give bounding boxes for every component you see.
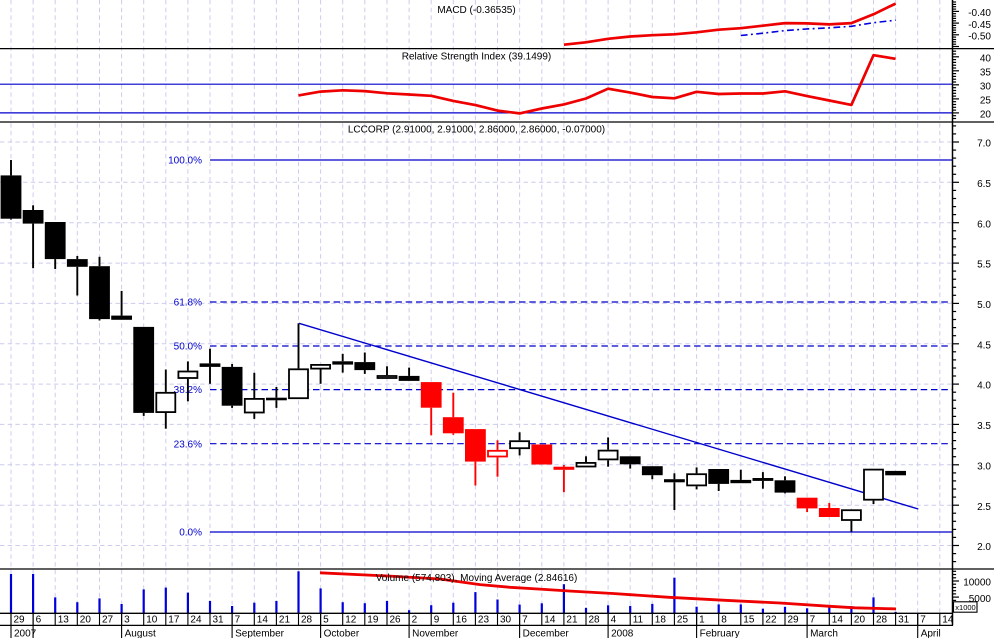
svg-text:24: 24 bbox=[190, 615, 202, 626]
svg-text:x1000: x1000 bbox=[955, 603, 975, 612]
svg-text:14: 14 bbox=[544, 615, 556, 626]
svg-text:6: 6 bbox=[36, 615, 42, 626]
svg-text:March: March bbox=[810, 628, 838, 638]
svg-text:April: April bbox=[921, 628, 941, 638]
svg-text:4: 4 bbox=[611, 615, 617, 626]
svg-text:25: 25 bbox=[980, 96, 992, 107]
svg-text:5: 5 bbox=[323, 615, 329, 626]
svg-text:MACD (-0.36535): MACD (-0.36535) bbox=[437, 5, 515, 16]
svg-text:12: 12 bbox=[345, 615, 357, 626]
svg-text:-0.40: -0.40 bbox=[968, 8, 991, 19]
svg-text:23.6%: 23.6% bbox=[174, 439, 202, 450]
svg-text:8: 8 bbox=[721, 615, 727, 626]
svg-text:3.0: 3.0 bbox=[977, 461, 991, 472]
svg-text:40: 40 bbox=[980, 53, 992, 64]
svg-text:18: 18 bbox=[655, 615, 667, 626]
svg-text:28: 28 bbox=[876, 615, 888, 626]
svg-text:December: December bbox=[523, 628, 570, 638]
svg-text:Volume (574,803), Moving Avera: Volume (574,803), Moving Average (2.8461… bbox=[376, 573, 578, 584]
svg-text:2008: 2008 bbox=[611, 628, 634, 638]
svg-text:26: 26 bbox=[390, 615, 402, 626]
svg-text:LCCORP (2.91000, 2.91000, 2.86: LCCORP (2.91000, 2.91000, 2.86000, 2.860… bbox=[348, 125, 605, 136]
svg-text:31: 31 bbox=[213, 615, 225, 626]
svg-text:7: 7 bbox=[920, 615, 926, 626]
svg-text:August: August bbox=[125, 628, 156, 638]
svg-text:2.5: 2.5 bbox=[977, 502, 991, 513]
svg-text:7: 7 bbox=[522, 615, 528, 626]
svg-text:35: 35 bbox=[980, 67, 992, 78]
svg-text:25: 25 bbox=[677, 615, 689, 626]
svg-text:14: 14 bbox=[257, 615, 269, 626]
svg-text:0.0%: 0.0% bbox=[179, 528, 202, 539]
svg-text:3.5: 3.5 bbox=[977, 421, 991, 432]
svg-text:27: 27 bbox=[102, 615, 114, 626]
svg-text:11: 11 bbox=[633, 615, 644, 626]
svg-text:20: 20 bbox=[80, 615, 92, 626]
svg-text:100.0%: 100.0% bbox=[168, 156, 202, 167]
svg-text:61.8%: 61.8% bbox=[174, 298, 202, 309]
svg-text:4.0: 4.0 bbox=[977, 381, 991, 392]
svg-text:14: 14 bbox=[832, 615, 844, 626]
svg-text:9: 9 bbox=[434, 615, 440, 626]
svg-text:2007: 2007 bbox=[14, 628, 37, 638]
svg-text:October: October bbox=[324, 628, 360, 638]
svg-text:6.0: 6.0 bbox=[977, 219, 991, 230]
svg-text:22: 22 bbox=[765, 615, 777, 626]
svg-text:30: 30 bbox=[500, 615, 512, 626]
svg-text:4.5: 4.5 bbox=[977, 340, 991, 351]
svg-text:5000: 5000 bbox=[969, 594, 992, 605]
svg-text:21: 21 bbox=[279, 615, 291, 626]
svg-text:1: 1 bbox=[699, 615, 705, 626]
svg-text:17: 17 bbox=[168, 615, 180, 626]
svg-text:10000: 10000 bbox=[963, 578, 991, 589]
svg-text:2: 2 bbox=[412, 615, 418, 626]
svg-text:5.0: 5.0 bbox=[977, 300, 991, 311]
svg-text:28: 28 bbox=[589, 615, 601, 626]
svg-text:6.5: 6.5 bbox=[977, 179, 991, 190]
svg-text:7: 7 bbox=[235, 615, 241, 626]
svg-text:21: 21 bbox=[566, 615, 578, 626]
svg-text:7: 7 bbox=[810, 615, 816, 626]
svg-text:19: 19 bbox=[367, 615, 379, 626]
svg-text:14: 14 bbox=[942, 615, 954, 626]
svg-text:2.0: 2.0 bbox=[977, 542, 991, 553]
svg-text:5.5: 5.5 bbox=[977, 260, 991, 271]
svg-text:-0.45: -0.45 bbox=[968, 20, 991, 31]
svg-text:50.0%: 50.0% bbox=[174, 342, 202, 353]
svg-text:13: 13 bbox=[58, 615, 70, 626]
svg-text:10: 10 bbox=[146, 615, 158, 626]
svg-text:30: 30 bbox=[980, 81, 992, 92]
svg-text:7.0: 7.0 bbox=[977, 139, 991, 150]
svg-text:29: 29 bbox=[14, 615, 26, 626]
svg-text:28: 28 bbox=[301, 615, 313, 626]
svg-text:February: February bbox=[700, 628, 740, 638]
svg-text:3: 3 bbox=[124, 615, 130, 626]
svg-text:November: November bbox=[412, 628, 459, 638]
svg-text:Relative Strength Index (39.14: Relative Strength Index (39.1499) bbox=[402, 51, 552, 62]
svg-text:20: 20 bbox=[854, 615, 866, 626]
svg-text:-0.50: -0.50 bbox=[968, 31, 991, 42]
svg-text:20: 20 bbox=[980, 110, 992, 121]
svg-text:23: 23 bbox=[478, 615, 490, 626]
svg-text:16: 16 bbox=[456, 615, 468, 626]
svg-text:September: September bbox=[235, 628, 285, 638]
svg-text:15: 15 bbox=[743, 615, 755, 626]
svg-text:31: 31 bbox=[898, 615, 910, 626]
svg-text:29: 29 bbox=[788, 615, 800, 626]
